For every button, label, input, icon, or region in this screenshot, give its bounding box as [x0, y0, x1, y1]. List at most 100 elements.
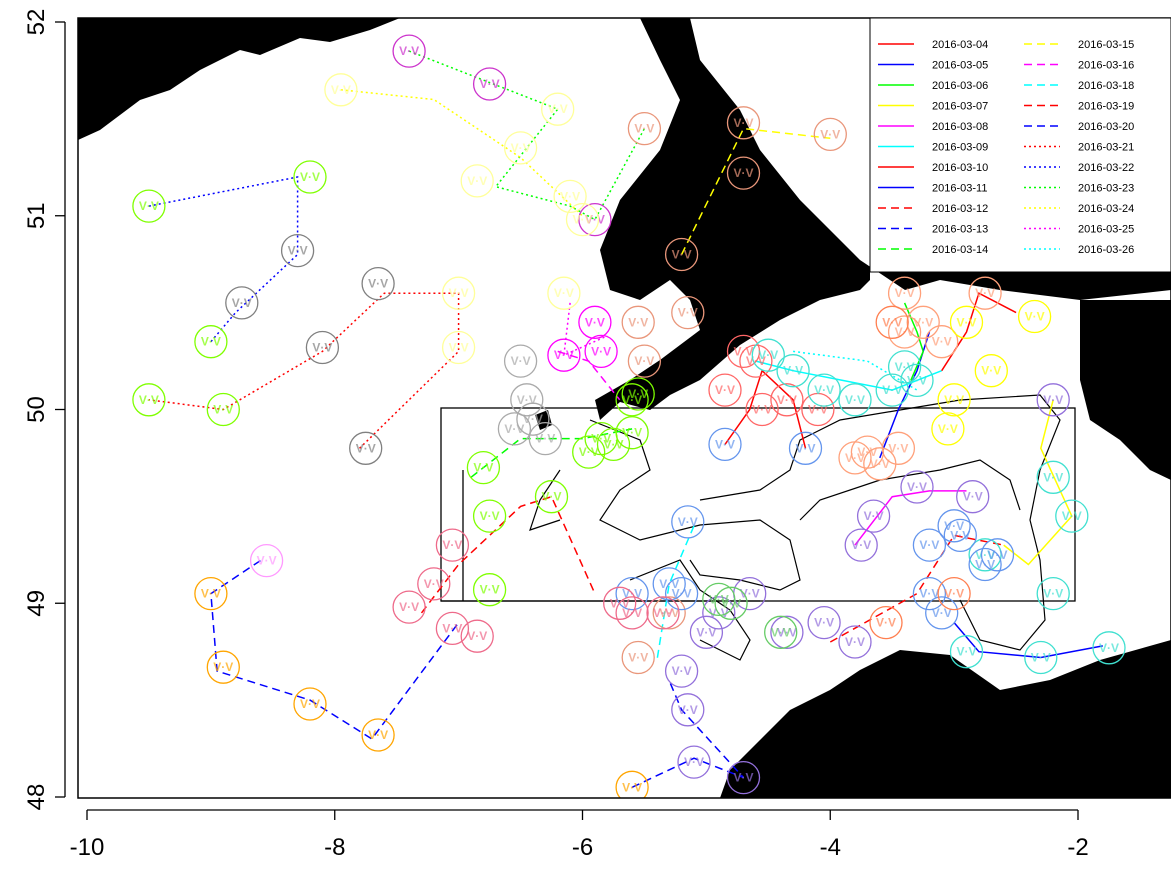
point-marker [900, 363, 934, 398]
point-marker [1036, 576, 1070, 611]
point-marker-label: V·V [876, 616, 896, 630]
point-marker [280, 233, 315, 268]
point-marker [417, 567, 451, 601]
point-marker [584, 334, 618, 369]
series-line-2016-03-11 [953, 622, 1103, 659]
point-marker [912, 576, 947, 611]
point-marker-label: V·V [956, 315, 976, 329]
point-marker-label: V·V [907, 373, 927, 387]
point-marker [565, 202, 600, 237]
point-marker-label: V·V [511, 141, 531, 155]
point-marker [838, 383, 872, 417]
point-marker [206, 650, 240, 684]
point-marker [615, 770, 649, 798]
point-marker [435, 528, 470, 562]
point-marker [931, 412, 965, 446]
point-marker-label: V·V [368, 277, 388, 291]
point-marker [510, 383, 544, 417]
point-marker [503, 344, 538, 378]
point-marker [887, 315, 922, 349]
point-marker-label: V·V [572, 213, 592, 227]
point-marker-label: V·V [771, 625, 791, 639]
point-marker [968, 547, 1002, 582]
x-tick-label: -6 [572, 834, 593, 861]
point-marker [516, 402, 550, 436]
point-marker [943, 518, 977, 553]
legend-label: 2016-03-09 [932, 142, 988, 154]
point-marker [627, 344, 662, 378]
point-marker [776, 354, 810, 388]
point-marker-label: V·V [672, 248, 692, 262]
point-marker [578, 305, 612, 339]
legend-label: 2016-03-24 [1078, 203, 1134, 215]
point-marker-label: V·V [622, 426, 642, 440]
point-marker-label: V·V [851, 538, 871, 552]
point-marker [472, 67, 507, 101]
point-marker-label: V·V [678, 306, 698, 320]
point-marker [652, 596, 686, 630]
point-marker [807, 605, 841, 640]
point-marker-label: V·V [548, 102, 568, 116]
point-marker [441, 330, 476, 365]
point-marker-label: V·V [480, 77, 500, 91]
cotentin-land [1080, 300, 1171, 480]
point-marker [770, 615, 804, 649]
point-marker [572, 435, 606, 469]
legend-label: 2016-03-21 [1078, 142, 1134, 154]
point-marker [726, 156, 761, 190]
point-marker-label: V·V [981, 364, 1001, 378]
point-marker [968, 276, 1002, 310]
point-marker [770, 383, 804, 417]
point-marker [293, 160, 327, 194]
point-marker-label: V·V [591, 432, 611, 446]
point-marker [813, 117, 847, 152]
point-marker-label: V·V [740, 587, 760, 601]
series-line-2016-03-08 [854, 490, 967, 546]
series-line-2016-03-04 [724, 369, 807, 449]
point-marker-label: V·V [300, 170, 320, 184]
point-marker-label: V·V [746, 354, 766, 368]
point-marker-label: V·V [932, 606, 952, 620]
point-marker [615, 576, 649, 611]
point-marker-label: V·V [1043, 470, 1063, 484]
point-marker-label: V·V [715, 383, 735, 397]
point-marker [925, 596, 959, 630]
point-marker-label: V·V [424, 577, 444, 591]
point-marker [1017, 299, 1052, 334]
point-marker [194, 325, 228, 359]
point-marker-label: V·V [857, 445, 877, 459]
point-marker-label: V·V [895, 360, 915, 374]
point-marker [726, 760, 761, 795]
point-marker [708, 427, 742, 462]
point-marker [980, 538, 1015, 572]
point-marker-label: V·V [622, 393, 642, 407]
point-marker [324, 73, 358, 107]
point-marker [671, 693, 705, 727]
point-marker [1024, 640, 1058, 675]
point-marker-label: V·V [870, 457, 890, 471]
point-marker-label: V·V [733, 166, 753, 180]
point-marker-label: V·V [659, 606, 679, 620]
point-marker-label: V·V [783, 364, 803, 378]
legend-label: 2016-03-25 [1078, 224, 1134, 236]
point-marker-label: V·V [628, 387, 648, 401]
point-marker-label: V·V [473, 461, 493, 475]
legend-label: 2016-03-23 [1078, 183, 1134, 195]
point-marker [708, 373, 742, 407]
point-marker-label: V·V [300, 697, 320, 711]
legend-label: 2016-03-05 [932, 60, 988, 72]
legend-label: 2016-03-06 [932, 80, 988, 92]
point-marker [751, 338, 785, 372]
point-marker [621, 377, 655, 411]
point-marker [615, 383, 649, 417]
point-marker-label: V·V [721, 596, 741, 610]
legend-label: 2016-03-22 [1078, 162, 1134, 174]
legend-label: 2016-03-10 [932, 162, 988, 174]
point-marker [912, 528, 947, 562]
y-tick-label: 51 [23, 202, 50, 229]
point-marker [937, 383, 971, 417]
point-marker-label: V·V [845, 393, 865, 407]
point-marker [646, 596, 680, 630]
point-marker [664, 237, 699, 272]
point-marker [206, 392, 240, 427]
